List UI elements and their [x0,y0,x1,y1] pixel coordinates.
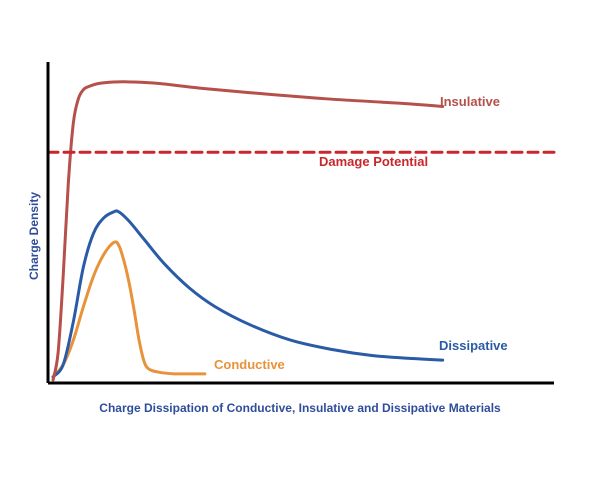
series-label-damage-potential: Damage Potential [319,154,428,169]
x-axis-title: Charge Dissipation of Conductive, Insula… [99,401,501,415]
plot-lines [46,80,556,382]
series-label-insulative: Insulative [440,94,500,109]
series-line-dissipative [51,209,445,379]
series-line-insulative [51,80,445,382]
series-label-dissipative: Dissipative [439,338,508,353]
series-label-conductive: Conductive [214,357,285,372]
y-axis-title: Charge Density [27,192,41,280]
series-line-conductive [51,240,207,379]
